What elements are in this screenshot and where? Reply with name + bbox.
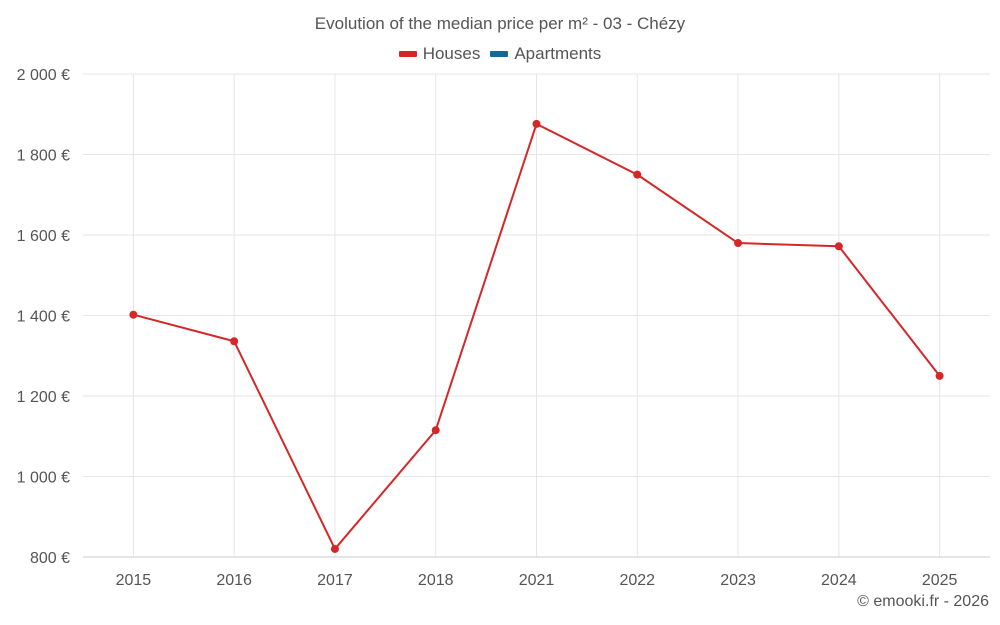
data-point[interactable] [230,337,239,346]
data-point[interactable] [532,119,541,128]
legend-swatch-apartments [490,51,509,57]
x-tick-label: 2021 [519,572,555,589]
y-tick-label: 1 400 € [17,309,70,326]
chart-legend: Houses Apartments [0,44,1000,64]
x-tick-label: 2024 [821,572,857,589]
y-tick-label: 800 € [30,550,70,567]
x-tick-label: 2016 [216,572,252,589]
x-tick-label: 2022 [619,572,655,589]
data-point[interactable] [633,170,642,179]
x-tick-label: 2025 [922,572,958,589]
data-point[interactable] [431,426,440,435]
chart-title: Evolution of the median price per m² - 0… [314,14,686,33]
legend-item-houses[interactable]: Houses [398,44,481,64]
legend-label-houses: Houses [422,44,481,63]
data-point[interactable] [330,544,339,553]
legend-label-apartments: Apartments [514,44,602,63]
y-tick-label: 2 000 € [17,67,70,84]
x-tick-label: 2018 [418,572,454,589]
x-tick-label: 2023 [720,572,756,589]
data-point[interactable] [129,310,138,319]
credit-text[interactable]: © emooki.fr - 2026 [857,593,989,610]
data-point[interactable] [935,371,944,380]
y-tick-label: 1 600 € [17,228,70,245]
data-point[interactable] [834,242,843,251]
x-tick-label: 2015 [116,572,152,589]
y-tick-label: 1 800 € [17,148,70,165]
y-tick-label: 1 000 € [17,470,70,487]
y-tick-label: 1 200 € [17,389,70,406]
data-point[interactable] [734,239,743,248]
legend-item-apartments[interactable]: Apartments [490,44,601,64]
legend-swatch-houses [398,51,417,57]
x-tick-label: 2017 [317,572,353,589]
